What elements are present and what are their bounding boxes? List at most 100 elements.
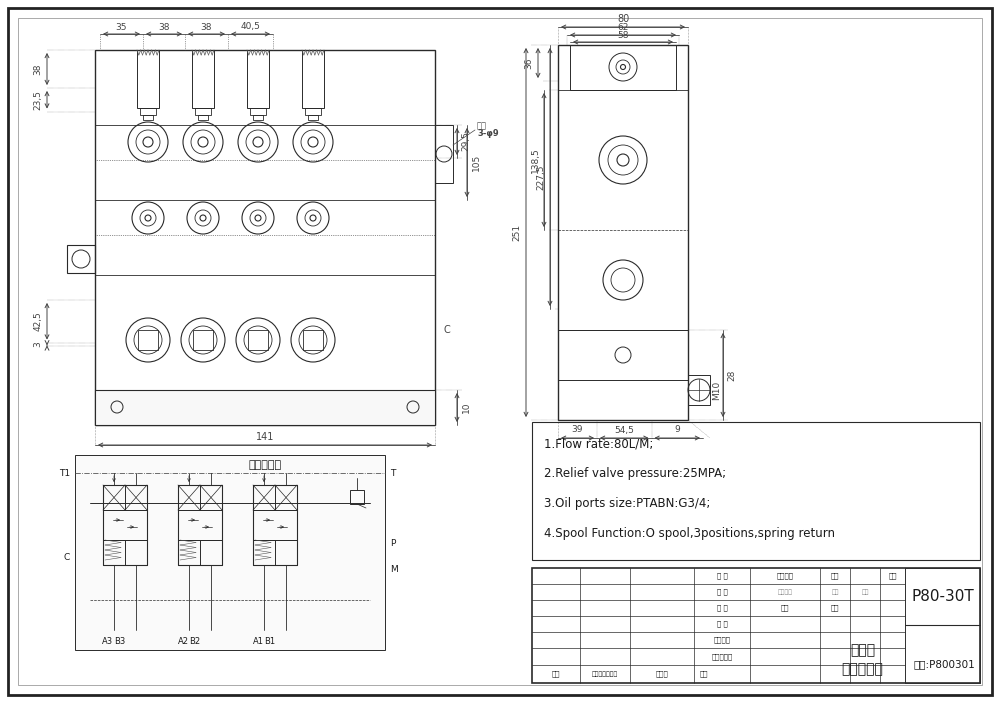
Bar (253, 115, 263, 120)
Text: 工艺鉴定: 工艺鉴定 (714, 637, 730, 643)
Bar (195, 108, 211, 115)
Text: 10: 10 (462, 401, 471, 413)
Bar (688, 375, 710, 405)
Text: 39: 39 (572, 425, 583, 434)
Bar (532, 568, 980, 683)
Text: 校 对: 校 对 (717, 621, 727, 627)
Text: 138,5: 138,5 (530, 147, 540, 173)
Text: 40,5: 40,5 (241, 22, 260, 32)
Text: 36: 36 (524, 57, 534, 69)
Bar (95, 50, 435, 425)
Bar (275, 540, 297, 565)
Text: B3: B3 (114, 638, 126, 647)
Text: 物料: 物料 (831, 605, 839, 612)
Bar (253, 485, 297, 565)
Text: A3: A3 (102, 638, 114, 647)
Text: 多路阀: 多路阀 (850, 643, 875, 657)
Bar (253, 510, 297, 540)
Text: 35: 35 (116, 22, 127, 32)
Text: 1.Flow rate:80L/M;: 1.Flow rate:80L/M; (544, 437, 653, 451)
Text: 105: 105 (472, 154, 480, 171)
Bar (198, 115, 208, 120)
Bar (103, 485, 147, 565)
Bar (178, 510, 222, 540)
Text: T: T (390, 468, 395, 477)
Bar (178, 485, 222, 565)
Text: 2.Relief valve pressure:25MPA;: 2.Relief valve pressure:25MPA; (544, 467, 726, 480)
Bar (137, 50, 159, 108)
Bar (143, 115, 153, 120)
Text: A2: A2 (178, 638, 188, 647)
Text: 外型尺寸图: 外型尺寸图 (842, 662, 883, 676)
Bar (435, 125, 453, 183)
Text: 29,5: 29,5 (462, 131, 471, 151)
Text: 141: 141 (256, 432, 274, 442)
Bar (125, 540, 147, 565)
Bar (253, 485, 275, 510)
Text: 更改人: 更改人 (656, 671, 668, 677)
Bar (103, 510, 147, 540)
Text: P: P (390, 539, 395, 548)
Text: 标记: 标记 (552, 671, 560, 677)
Text: 液压原理图: 液压原理图 (248, 460, 282, 470)
Text: B1: B1 (264, 638, 276, 647)
Bar (275, 485, 297, 510)
Text: 28: 28 (728, 369, 736, 381)
Bar (178, 540, 200, 565)
Text: 标准化审查: 标准化审查 (711, 653, 733, 660)
Bar (303, 330, 323, 350)
Text: C: C (64, 553, 70, 562)
Text: 描 图: 描 图 (717, 605, 727, 612)
Text: 3: 3 (34, 341, 42, 347)
Bar (250, 108, 266, 115)
Text: 227,5: 227,5 (536, 165, 546, 190)
Bar (532, 422, 980, 560)
Bar (308, 115, 318, 120)
Bar (905, 568, 980, 625)
Bar (193, 330, 213, 350)
Text: M: M (390, 565, 398, 574)
Bar (67, 245, 95, 273)
Text: 比例: 比例 (861, 589, 869, 595)
Text: 重量: 重量 (831, 589, 839, 595)
Text: 54,5: 54,5 (614, 425, 634, 434)
Text: 图幅规格: 图幅规格 (778, 589, 792, 595)
Bar (95, 390, 435, 425)
Text: 38: 38 (158, 22, 170, 32)
Text: 3-φ9: 3-φ9 (477, 129, 499, 138)
Bar (75, 455, 385, 650)
Text: 62: 62 (617, 23, 629, 32)
Bar (558, 45, 688, 420)
Text: 3.Oil ports size:PTABN:G3/4;: 3.Oil ports size:PTABN:G3/4; (544, 498, 710, 510)
Text: 日期: 日期 (700, 671, 708, 677)
Text: 80: 80 (617, 14, 629, 24)
Bar (570, 45, 676, 90)
Text: 42,5: 42,5 (34, 311, 42, 331)
Text: M10: M10 (712, 380, 722, 399)
Text: 4.Spool Function:O spool,3positions,spring return: 4.Spool Function:O spool,3positions,spri… (544, 527, 835, 541)
Bar (138, 330, 158, 350)
Bar (200, 540, 222, 565)
Text: P80-30T: P80-30T (911, 589, 974, 604)
Bar (178, 485, 200, 510)
Text: A1: A1 (252, 638, 264, 647)
Bar (103, 540, 125, 565)
Text: 退孔: 退孔 (477, 122, 487, 131)
Text: 编号:P800301: 编号:P800301 (913, 659, 975, 669)
Bar (200, 485, 222, 510)
Text: 251: 251 (512, 224, 522, 241)
Text: 38: 38 (34, 63, 42, 75)
Text: T1: T1 (59, 468, 70, 477)
Text: 58: 58 (617, 30, 629, 39)
Text: 比例: 比例 (888, 573, 897, 579)
Text: 图幅规格: 图幅规格 (776, 573, 794, 579)
Text: B2: B2 (189, 638, 201, 647)
Text: 更改内容和原因: 更改内容和原因 (592, 671, 618, 677)
Bar (253, 540, 275, 565)
Text: 23,5: 23,5 (34, 90, 42, 110)
Bar (350, 490, 364, 504)
Text: 38: 38 (201, 22, 212, 32)
Bar (140, 108, 156, 115)
Bar (247, 50, 269, 108)
Text: 设 计: 设 计 (717, 573, 727, 579)
